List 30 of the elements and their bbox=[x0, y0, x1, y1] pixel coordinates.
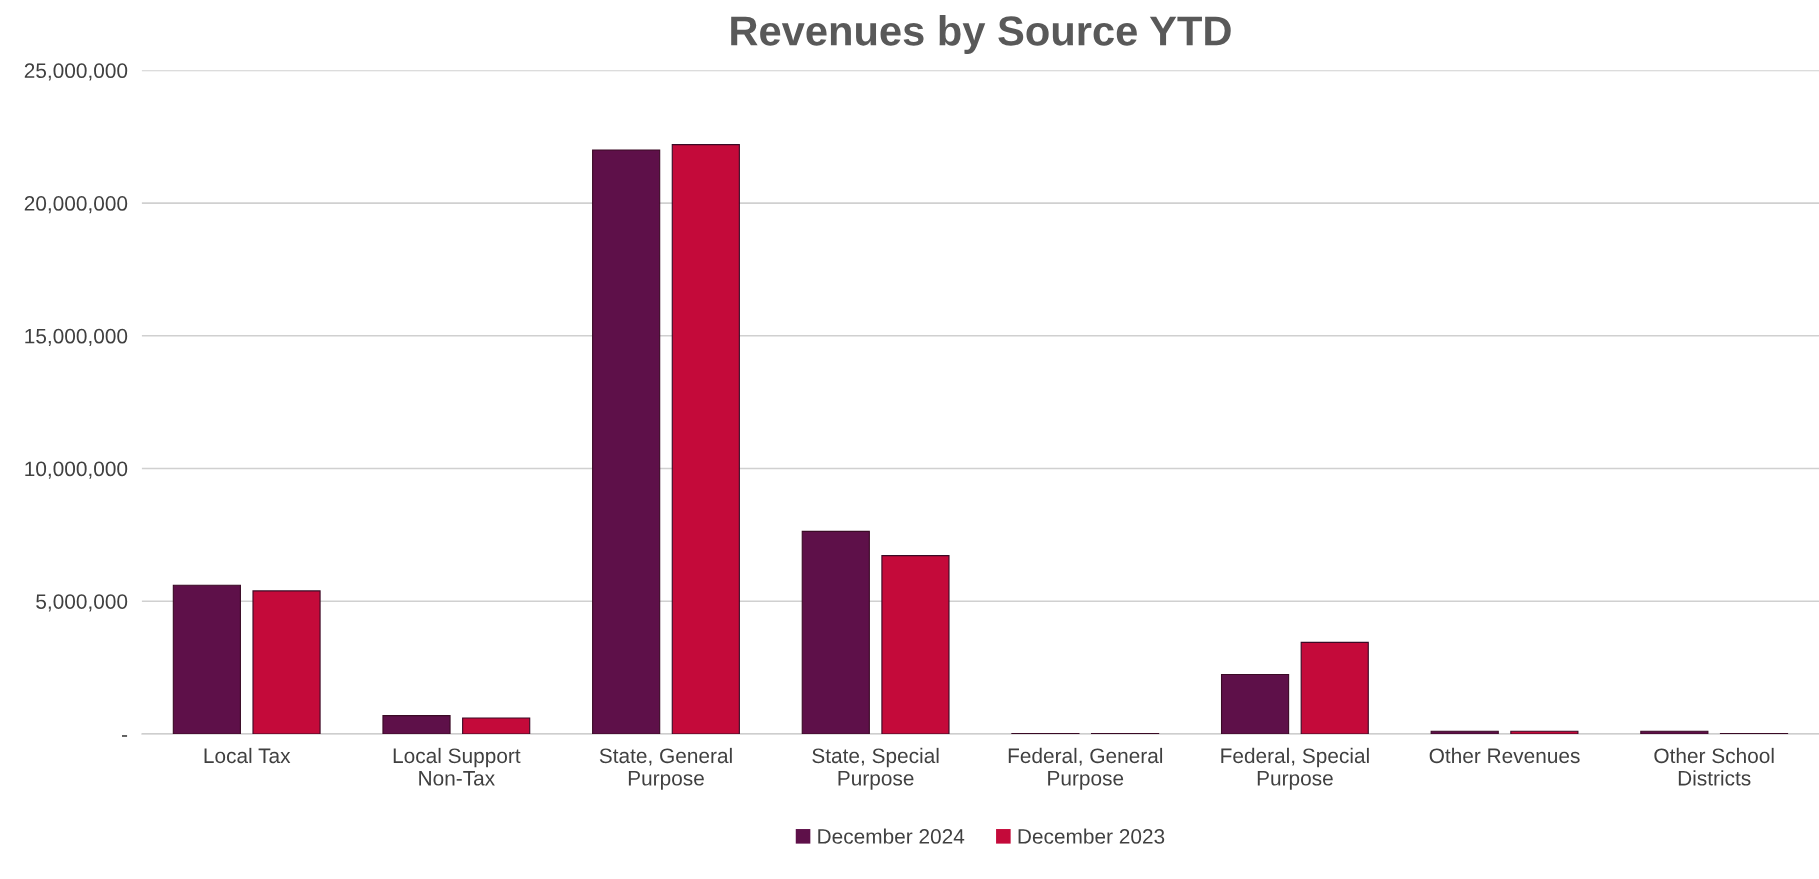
bar bbox=[592, 149, 661, 734]
bar bbox=[1220, 673, 1290, 734]
bar bbox=[1510, 730, 1579, 734]
bar bbox=[382, 715, 451, 734]
y-tick-label: 10,000,000 bbox=[25, 461, 128, 479]
y-tick-label: 25,000,000 bbox=[24, 63, 128, 81]
bar bbox=[1640, 730, 1709, 734]
x-tick-label: State, General Purpose bbox=[599, 747, 732, 790]
y-tick-label: 20,000,000 bbox=[24, 196, 128, 214]
bar bbox=[801, 530, 870, 734]
bar bbox=[881, 555, 950, 734]
bar bbox=[252, 590, 321, 734]
x-tick-label: Other Revenues bbox=[1429, 747, 1580, 764]
x-tick-label: Local Support Non-Tax bbox=[393, 747, 521, 786]
bar bbox=[671, 144, 740, 734]
x-tick-label: Local Tax bbox=[204, 747, 291, 764]
y-tick-label: 5,000,000 bbox=[36, 594, 128, 612]
x-tick-label: Federal, Special Purpose bbox=[1221, 747, 1369, 790]
bar bbox=[462, 717, 531, 734]
legend-label: December 2023 bbox=[1018, 828, 1165, 844]
y-tick-label: 15,000,000 bbox=[25, 328, 128, 346]
chart-title: Revenues by Source YTD bbox=[731, 15, 1231, 54]
y-tick-label: - bbox=[121, 735, 128, 737]
x-tick-label: Other School Districts bbox=[1654, 747, 1774, 786]
x-tick-label: Federal, General Purpose bbox=[1008, 747, 1163, 790]
bar bbox=[1300, 641, 1369, 734]
x-tick-label: State, Special Purpose bbox=[812, 747, 939, 790]
bar bbox=[1430, 730, 1499, 734]
legend-label: December 2024 bbox=[818, 828, 965, 844]
bar bbox=[172, 584, 241, 734]
